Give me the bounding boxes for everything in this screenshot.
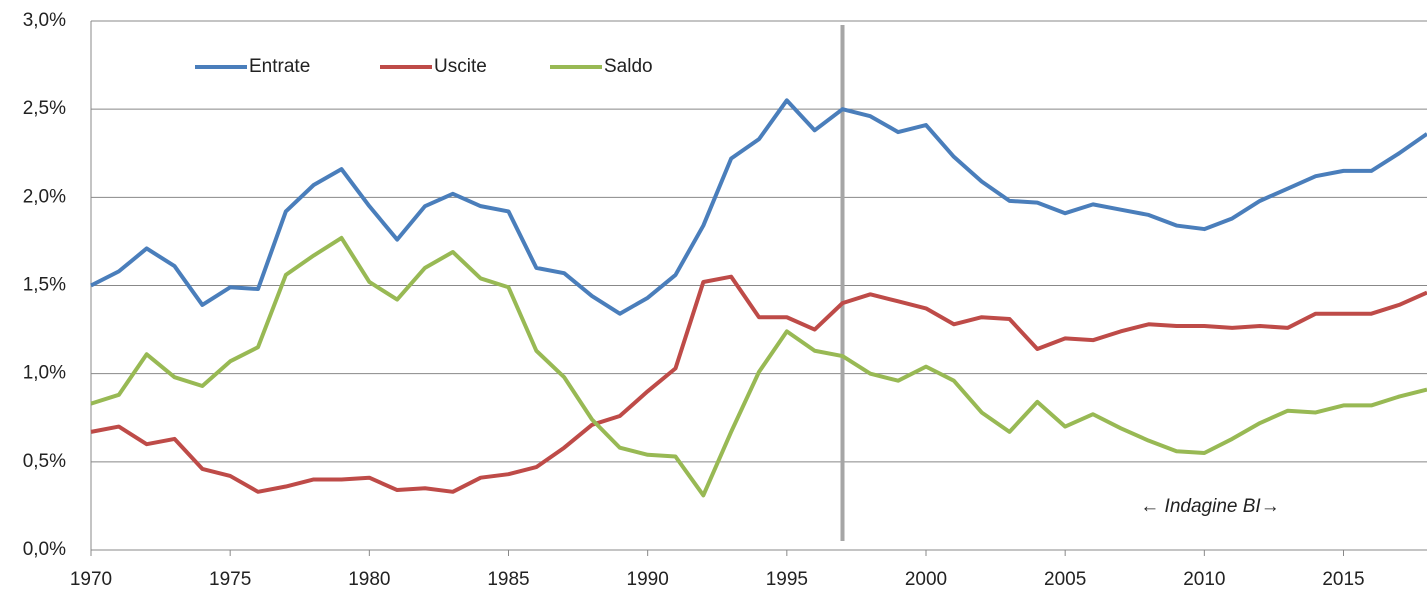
x-tick-label: 1995 xyxy=(766,569,808,590)
x-tick-label: 2005 xyxy=(1044,569,1086,590)
x-tick-label: 1980 xyxy=(348,569,390,590)
x-tick-label: 1990 xyxy=(627,569,669,590)
y-tick-label: 0,5% xyxy=(23,451,66,472)
legend-label: Entrate xyxy=(249,56,310,77)
y-tick-label: 0,0% xyxy=(23,539,66,560)
series-line xyxy=(90,274,1427,494)
legend-label: Uscite xyxy=(434,56,487,77)
series-line xyxy=(90,235,1427,498)
x-tick-label: 1975 xyxy=(209,569,251,590)
series-line xyxy=(90,98,1427,316)
x-tick-label: 1970 xyxy=(70,569,112,590)
x-tick-label: 2000 xyxy=(905,569,947,590)
x-tick-label: 1985 xyxy=(487,569,529,590)
y-tick-label: 1,0% xyxy=(23,363,66,384)
x-tick-label: 2010 xyxy=(1183,569,1225,590)
legend-label: Saldo xyxy=(604,56,653,77)
y-tick-label: 3,0% xyxy=(23,10,66,31)
y-tick-label: 1,5% xyxy=(23,275,66,296)
x-tick-label: 2015 xyxy=(1322,569,1364,590)
annotation: ← Indagine BI→ xyxy=(1140,496,1279,517)
y-tick-label: 2,0% xyxy=(23,186,66,207)
y-tick-label: 2,5% xyxy=(23,98,66,119)
